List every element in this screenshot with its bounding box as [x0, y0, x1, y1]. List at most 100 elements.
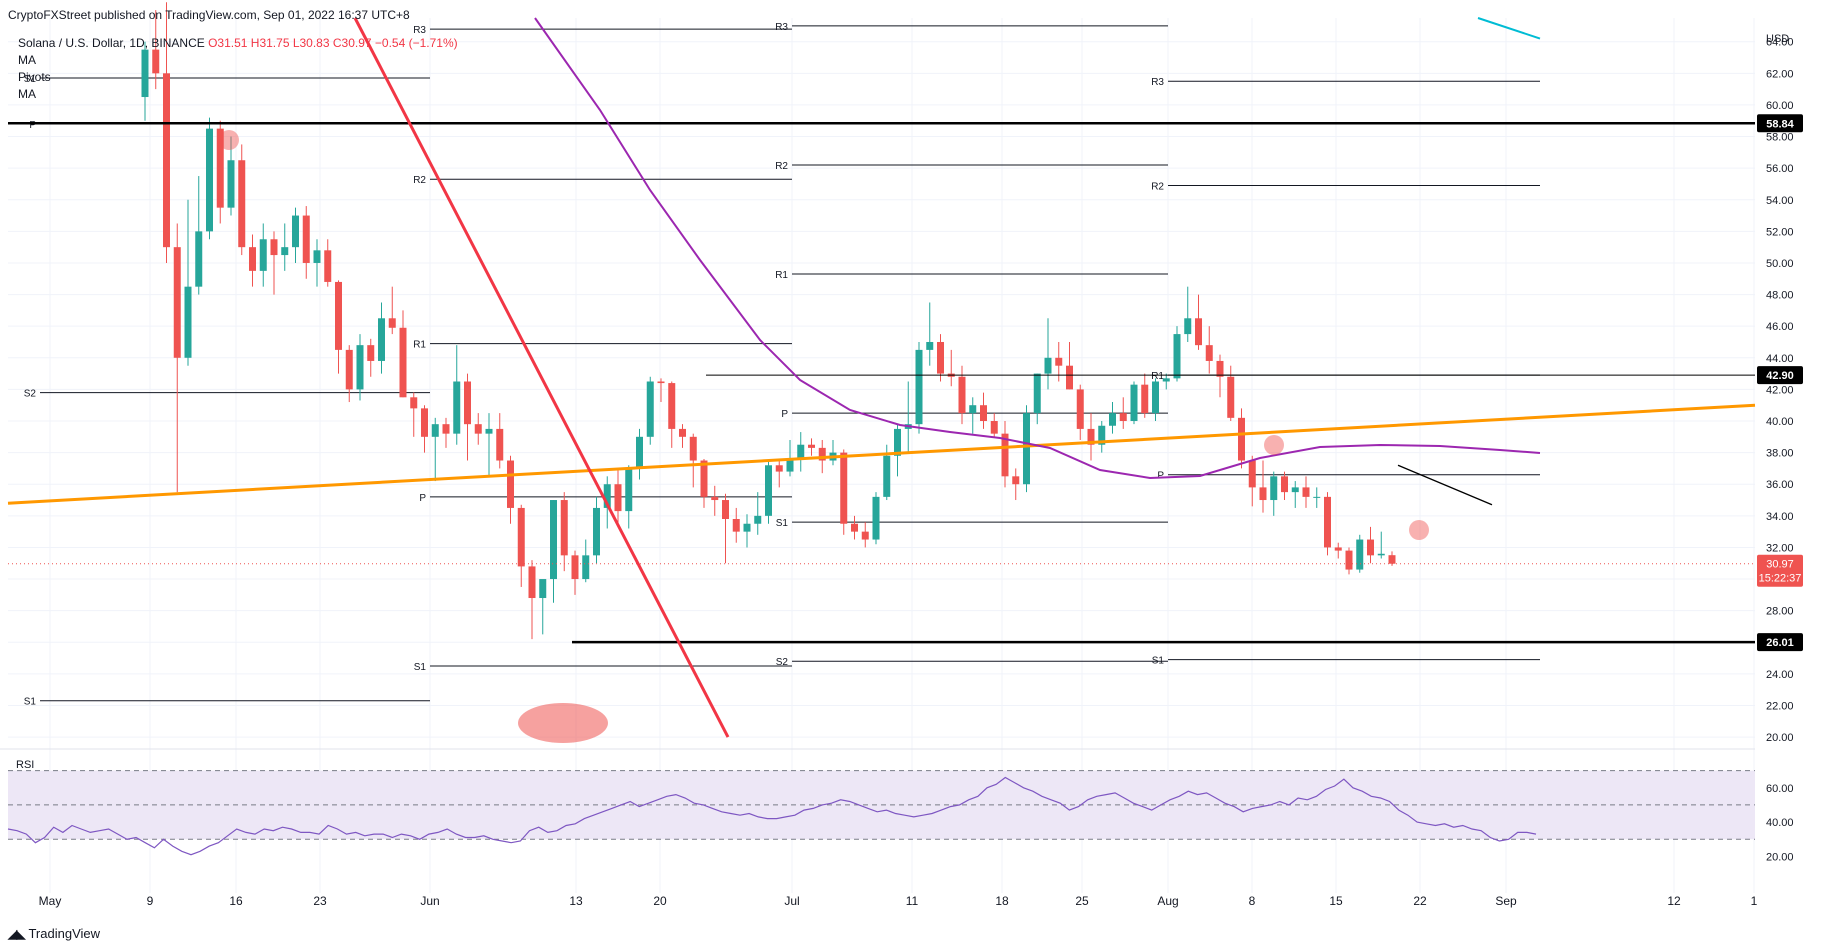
price-axis[interactable]: 64.00 62.00 60.00 58.00 56.00 54.00 52.00 50.00…: [1757, 33, 1803, 863]
publisher-credit: CryptoFXStreet published on TradingView.…: [8, 8, 410, 22]
pivot-label: P: [419, 493, 426, 504]
candle-body: [1162, 378, 1170, 382]
candle-body: [1334, 547, 1342, 551]
candle-body: [1270, 476, 1278, 501]
price-tick: 38.00: [1766, 448, 1794, 460]
candle-body: [1345, 550, 1353, 570]
candle-body: [1356, 539, 1364, 570]
candle-body: [1205, 345, 1213, 361]
candle-body: [206, 128, 213, 232]
candle-body: [453, 381, 461, 434]
price-badge: [1757, 633, 1803, 652]
time-tick: 15: [1329, 894, 1343, 908]
chart-overlays: [7, 17, 1756, 743]
candle-body: [442, 424, 450, 434]
candle-body: [980, 405, 987, 422]
candle-body: [464, 381, 471, 425]
indicator-ma-2[interactable]: MA: [18, 87, 36, 101]
candle-body: [388, 318, 396, 328]
pivot-label: S1: [24, 74, 37, 85]
time-tick: 18: [995, 894, 1009, 908]
price-tick: 36.00: [1766, 479, 1794, 491]
indicator-pivots[interactable]: Pivots: [18, 70, 51, 84]
countdown-text: 15:22:37: [1759, 573, 1802, 585]
candle-body: [474, 424, 482, 434]
candle-body: [1259, 487, 1267, 501]
candle-body: [302, 215, 310, 263]
candle-body: [894, 428, 901, 456]
price-tick: 52.00: [1766, 226, 1794, 238]
candle-body: [184, 286, 192, 358]
candle-body: [378, 318, 385, 361]
pivot-label: R2: [775, 161, 788, 172]
candle-body: [743, 523, 751, 532]
candle-body: [539, 579, 547, 599]
candle-body: [840, 452, 848, 524]
candle-body: [915, 349, 923, 425]
candle-body: [152, 49, 160, 74]
symbol-label[interactable]: Solana / U.S. Dollar, 1D, BINANCE: [18, 36, 205, 50]
time-tick: 11: [906, 894, 919, 908]
candle-body: [356, 345, 364, 390]
candle-body: [775, 465, 783, 472]
candle-body: [668, 383, 676, 429]
time-tick: Jun: [420, 894, 439, 908]
candle-body: [1087, 428, 1095, 445]
candle-body: [1184, 318, 1192, 335]
footer-brand[interactable]: ◢◣ TradingView: [8, 926, 100, 941]
candle-body: [1238, 417, 1245, 461]
candle-body: [1055, 357, 1063, 366]
pivot-label: R3: [413, 25, 426, 36]
pivot-label: R1: [413, 340, 426, 351]
rsi-panel: [0, 748, 1755, 856]
candle-body: [926, 341, 934, 350]
candle-body: [1291, 487, 1299, 493]
price-badge: [1757, 366, 1803, 385]
time-axis[interactable]: May 9 16 23 Jun 13 20 Jul 11 18 25 Aug 8 15 22 Sep 12 1: [39, 894, 1758, 908]
tradingview-logo-icon: ◢◣: [8, 926, 25, 941]
time-tick: 22: [1413, 894, 1427, 908]
ohlc-readout: O31.51 H31.75 L30.83 C30.97 −0.54 (−1.71…: [208, 36, 458, 50]
candle-body: [249, 247, 256, 271]
time-tick: 1: [1751, 894, 1758, 908]
price-tick: 48.00: [1766, 290, 1794, 302]
price-badge-text: 26.01: [1766, 637, 1794, 649]
candle-body: [786, 458, 794, 472]
candle-body: [550, 500, 557, 580]
candle-body: [421, 408, 428, 437]
price-tick: 62.00: [1766, 68, 1794, 80]
candle-body: [528, 566, 536, 599]
price-badge-text: 58.84: [1766, 118, 1794, 130]
wedge-trendline: [1397, 464, 1493, 506]
candle-body: [410, 397, 418, 409]
candle-body: [754, 515, 762, 524]
candle-body: [560, 500, 568, 556]
time-tick: Sep: [1495, 894, 1517, 908]
indicator-ma-1[interactable]: MA: [18, 53, 36, 67]
candle-body: [485, 428, 493, 434]
brand-name: TradingView: [28, 926, 101, 941]
candle-body: [367, 345, 375, 361]
currency-label: USD: [1766, 33, 1789, 45]
price-tick: 46.00: [1766, 321, 1794, 333]
candle-body: [238, 160, 246, 248]
ma-purple-line: [534, 17, 1541, 480]
time-tick: Jul: [784, 894, 799, 908]
candle-body: [969, 405, 977, 414]
last-price-text: 30.97: [1766, 559, 1794, 571]
time-tick: 23: [313, 894, 327, 908]
candle-body: [883, 455, 891, 497]
price-tick: 40.00: [1766, 416, 1794, 428]
candle-body: [797, 444, 805, 459]
candle-body: [593, 507, 600, 556]
highlight-marker: [219, 130, 239, 150]
candle-body: [722, 500, 729, 519]
last-price-badge: [1757, 554, 1803, 587]
candle-body: [1001, 433, 1009, 477]
candle-body: [1076, 389, 1084, 429]
candle-body: [1216, 360, 1224, 377]
price-badge-text: 42.90: [1766, 370, 1794, 382]
descending-trendline: [353, 17, 730, 738]
candle-body: [1281, 476, 1288, 493]
